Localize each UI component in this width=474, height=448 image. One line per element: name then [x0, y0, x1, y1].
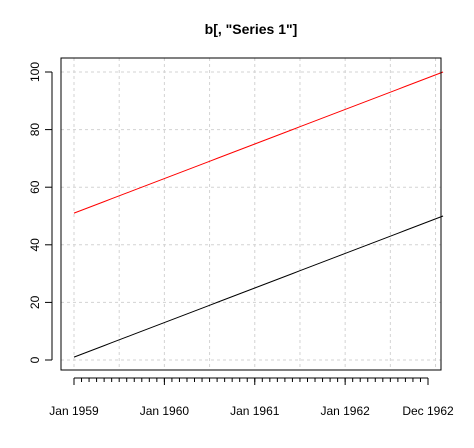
chart-title: b[, "Series 1"] — [205, 21, 298, 37]
x-axis: Jan 1959 Jan 1960 Jan 1961 Jan 1962 Dec 1962 — [49, 377, 454, 418]
plot-box — [60, 57, 442, 371]
y-tick-label: 80 — [28, 123, 42, 137]
grid-layer — [61, 58, 441, 370]
x-tick-label: Dec 1962 — [402, 404, 454, 418]
series-line-2 — [73, 71, 444, 214]
y-tick-label: 60 — [28, 180, 42, 194]
y-tick-label: 40 — [28, 238, 42, 252]
series-line-1 — [73, 215, 444, 358]
y-tick-label: 20 — [28, 295, 42, 309]
y-tick-label: 0 — [28, 356, 42, 363]
x-tick-label: Jan 1960 — [140, 404, 190, 418]
series-layer — [73, 71, 444, 358]
y-tick-label: 100 — [28, 62, 42, 82]
x-tick-label: Jan 1959 — [49, 404, 99, 418]
y-axis: 0 20 40 60 80 100 — [28, 62, 53, 363]
x-tick-label: Jan 1961 — [230, 404, 280, 418]
x-tick-label: Jan 1962 — [320, 404, 370, 418]
